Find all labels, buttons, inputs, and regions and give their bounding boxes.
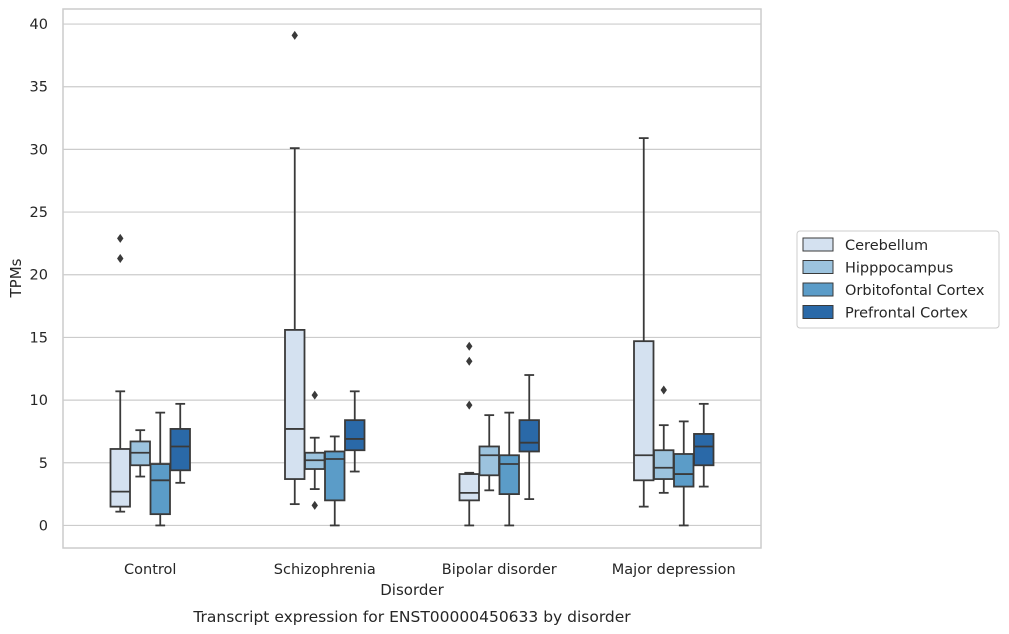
legend-label: Cerebellum: [845, 238, 928, 254]
box-group: [169, 402, 191, 484]
outlier-point: [291, 30, 298, 40]
outlier-point: [466, 400, 473, 410]
x-tick-label: Bipolar disorder: [442, 562, 557, 578]
outlier-point: [660, 385, 667, 395]
chart-caption: Transcript expression for ENST0000045063…: [192, 608, 631, 626]
legend-swatch: [802, 237, 834, 252]
y-tick-label: 30: [30, 142, 48, 158]
box-group: [458, 341, 480, 527]
y-tick-label: 10: [30, 393, 48, 409]
box-group: [284, 30, 306, 506]
y-tick-label: 35: [30, 80, 48, 96]
box: [324, 450, 346, 502]
y-tick-label: 5: [39, 456, 48, 472]
x-tick-label: Major depression: [612, 562, 736, 578]
legend-label: Prefrontal Cortex: [845, 306, 968, 322]
y-axis-label: TPMs: [7, 258, 25, 298]
x-tick-label: Control: [124, 562, 176, 578]
x-tick-label: Schizophrenia: [274, 562, 376, 578]
box-group: [149, 411, 171, 527]
box: [498, 454, 520, 495]
box: [149, 463, 171, 516]
y-tick-label: 20: [30, 268, 48, 284]
y-axis-ticks: 0 5 10 15 20 25 30 35 40: [30, 17, 48, 534]
box: [518, 419, 540, 453]
box: [109, 448, 131, 508]
plot-frame: [62, 8, 762, 549]
legend-frame: [796, 230, 1000, 329]
box: [633, 340, 655, 482]
box-group: [324, 435, 346, 527]
outlier-point: [466, 356, 473, 366]
plot-area: [109, 30, 715, 527]
legend-label: Orbitofontal Cortex: [845, 283, 985, 299]
outlier-point: [466, 341, 473, 351]
outlier-point: [117, 233, 124, 243]
box-group: [109, 233, 131, 513]
outlier-point: [311, 500, 318, 510]
box-group: [633, 137, 655, 508]
y-tick-label: 0: [39, 518, 48, 534]
box: [673, 453, 695, 488]
box-group: [693, 402, 715, 488]
box: [653, 449, 675, 480]
box: [284, 328, 306, 480]
legend: Cerebellum Hipppocampus Orbitofontal Corte…: [796, 230, 1000, 329]
box-group: [653, 385, 675, 494]
box-group: [304, 390, 326, 510]
box-group: [478, 414, 500, 492]
box: [344, 419, 366, 452]
y-tick-label: 25: [30, 205, 48, 221]
y-tick-label: 15: [30, 330, 48, 346]
box: [458, 473, 480, 502]
box-group: [673, 420, 695, 527]
box-group: [129, 429, 151, 478]
legend-swatch: [802, 305, 834, 319]
x-axis-label: Disorder: [380, 581, 444, 599]
legend-swatch: [802, 282, 834, 297]
box: [478, 445, 500, 477]
y-tick-label: 40: [30, 17, 48, 33]
legend-label: Hipppocampus: [845, 261, 953, 277]
box-group: [518, 374, 540, 501]
outlier-point: [117, 253, 124, 263]
box: [169, 428, 191, 472]
x-axis-ticks: Control Schizophrenia Bipolar disorder Majo…: [124, 562, 736, 578]
outlier-point: [311, 390, 318, 400]
box: [693, 433, 715, 467]
box-group: [344, 390, 366, 473]
legend-swatch: [802, 260, 834, 274]
box-group: [498, 411, 520, 527]
